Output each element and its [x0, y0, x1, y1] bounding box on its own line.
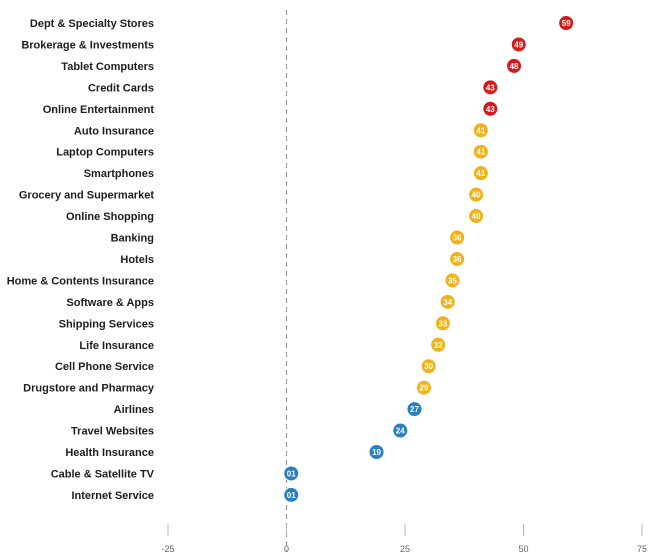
data-point-dot — [472, 165, 489, 182]
x-tick-label: -25 — [161, 544, 174, 554]
category-label: Banking — [111, 233, 154, 245]
data-point-dot — [468, 186, 485, 203]
data-point-dot — [472, 122, 489, 139]
data-value-label: 01 — [287, 469, 296, 478]
category-label: Drugstore and Pharmacy — [23, 383, 155, 395]
data-value-label: 34 — [443, 298, 452, 307]
category-label: Brokerage & Investments — [21, 39, 154, 51]
data-value-label: 49 — [514, 40, 523, 49]
x-tick-label: 0 — [284, 544, 289, 554]
category-label: Airlines — [114, 404, 154, 416]
category-label: Life Insurance — [79, 340, 154, 352]
data-point-dot — [449, 250, 466, 267]
category-label: Internet Service — [71, 490, 154, 502]
data-value-label: 43 — [486, 105, 495, 114]
data-point-dot — [444, 272, 461, 289]
data-point-dot — [406, 401, 423, 418]
data-point-dot — [482, 79, 499, 96]
category-label: Software & Apps — [66, 297, 154, 309]
data-value-label: 35 — [448, 276, 457, 285]
data-value-label: 41 — [476, 169, 485, 178]
data-point-dot — [449, 229, 466, 246]
category-label: Cable & Satellite TV — [51, 468, 155, 480]
category-label: Cell Phone Service — [55, 361, 154, 373]
data-point-dot — [415, 379, 432, 396]
data-value-label: 40 — [472, 212, 481, 221]
category-label: Dept & Specialty Stores — [30, 18, 154, 30]
data-value-label: 36 — [453, 234, 462, 243]
data-point-dot — [472, 143, 489, 160]
category-label: Tablet Computers — [61, 61, 154, 73]
category-label: Grocery and Supermarket — [19, 190, 154, 202]
category-label: Online Entertainment — [43, 104, 155, 116]
data-point-dot — [510, 36, 527, 53]
data-point-dot — [506, 57, 523, 74]
data-value-label: 24 — [396, 427, 405, 436]
data-point-dot — [430, 336, 447, 353]
data-point-dot — [468, 208, 485, 225]
data-value-label: 01 — [287, 491, 296, 500]
data-value-label: 30 — [424, 362, 433, 371]
data-value-label: 32 — [434, 341, 443, 350]
data-value-label: 59 — [562, 19, 571, 28]
x-tick-label: 50 — [518, 544, 528, 554]
data-value-label: 40 — [472, 191, 481, 200]
category-label: Online Shopping — [66, 211, 154, 223]
data-value-label: 27 — [410, 405, 419, 414]
category-label: Hotels — [120, 254, 154, 266]
data-point-dot — [392, 422, 409, 439]
category-label: Credit Cards — [88, 82, 154, 94]
x-tick-label: 25 — [400, 544, 410, 554]
data-value-label: 43 — [486, 83, 495, 92]
category-label: Smartphones — [84, 168, 154, 180]
data-value-label: 41 — [476, 126, 485, 135]
data-point-dot — [482, 100, 499, 117]
x-tick-label: 75 — [637, 544, 647, 554]
data-point-dot — [283, 465, 300, 482]
data-value-label: 48 — [510, 62, 519, 71]
category-label: Auto Insurance — [74, 125, 154, 137]
category-label: Health Insurance — [65, 447, 154, 459]
data-value-label: 36 — [453, 255, 462, 264]
category-label: Home & Contents Insurance — [7, 275, 154, 287]
data-point-dot — [439, 293, 456, 310]
data-point-dot — [558, 15, 575, 31]
data-value-label: 29 — [420, 384, 429, 393]
data-point-dot — [420, 358, 437, 375]
category-label: Travel Websites — [71, 426, 154, 438]
data-value-label: 41 — [476, 148, 485, 157]
data-point-dot — [283, 486, 300, 503]
data-point-dot — [434, 315, 451, 332]
category-label: Shipping Services — [59, 318, 154, 330]
data-value-label: 33 — [438, 319, 447, 328]
data-value-label: 19 — [372, 448, 381, 457]
category-label: Laptop Computers — [56, 147, 154, 159]
data-point-dot — [368, 444, 385, 460]
